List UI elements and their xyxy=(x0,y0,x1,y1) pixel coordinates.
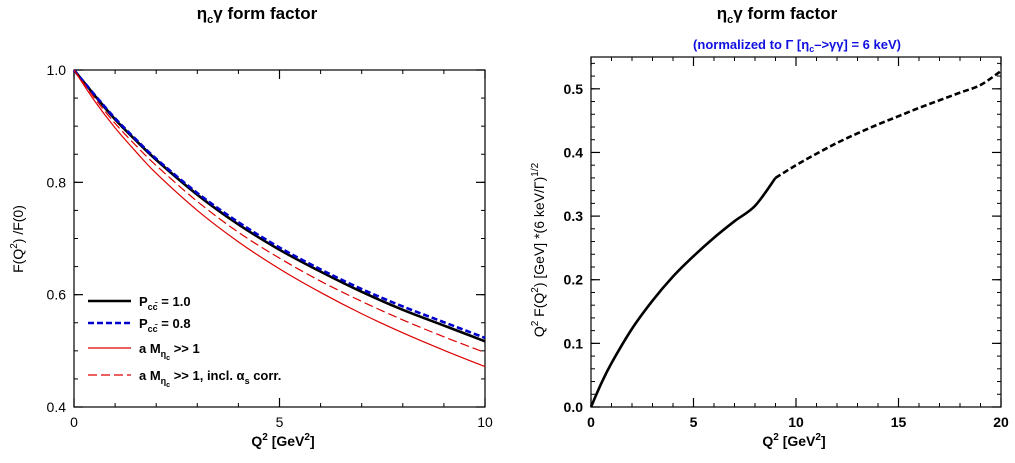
x-tick-label: 0 xyxy=(587,414,595,430)
left-chart: ηcγ form factor 0 5 10 0.4 0.6 0.8 1.0 Q2 [GeV… xyxy=(9,4,493,449)
series-line-1 xyxy=(72,69,486,343)
x-tick-label: 10 xyxy=(477,414,493,430)
left-plot-frame xyxy=(73,69,486,408)
y-tick-label: 0.4 xyxy=(47,399,67,415)
legend-label: Pcc̄ = 0.8 xyxy=(139,316,191,334)
series-line-1 xyxy=(589,177,777,408)
legend-item: a Mηc >> 1 xyxy=(88,341,200,362)
series-line-2 xyxy=(774,69,1002,180)
series-line-4 xyxy=(73,69,486,354)
y-tick-label: 0.0 xyxy=(564,399,584,415)
legend-item: Pcc̄ = 1.0 xyxy=(88,294,191,312)
right-ticks xyxy=(590,57,1002,408)
right-y-axis-label: Q2 F(Q2) [GeV] *(6 keV/Γ)1/2 xyxy=(530,162,547,337)
legend-label: a Mηc >> 1, incl. αs corr. xyxy=(139,368,281,389)
left-chart-title: ηcγ form factor xyxy=(197,4,318,26)
legend-label: a Mηc >> 1 xyxy=(139,341,200,362)
series-line-2 xyxy=(72,69,486,340)
x-tick-label: 5 xyxy=(690,414,698,430)
legend-label: Pcc̄ = 1.0 xyxy=(139,294,191,312)
y-tick-label: 1.0 xyxy=(47,62,67,78)
right-tick-labels: 0 5 10 15 20 0.0 0.1 0.2 0.3 0.4 0.5 xyxy=(564,81,1009,430)
left-tick-labels: 0 5 10 0.4 0.6 0.8 1.0 xyxy=(47,62,493,430)
series-line-3 xyxy=(73,69,486,368)
y-tick-label: 0.2 xyxy=(564,272,584,288)
left-x-axis-label: Q2 [GeV2] xyxy=(251,432,314,449)
y-tick-label: 0.6 xyxy=(47,287,67,303)
left-y-axis-label: F(Q2) /F(0) xyxy=(9,205,26,273)
y-tick-label: 0.5 xyxy=(564,81,584,97)
x-tick-label: 5 xyxy=(276,414,284,430)
y-tick-label: 0.8 xyxy=(47,174,67,190)
y-tick-label: 0.4 xyxy=(564,144,584,160)
left-legend: Pcc̄ = 1.0 Pcc̄ = 0.8 a Mηc >> 1 a Mηc >… xyxy=(88,294,281,389)
right-chart-subtitle: (normalized to Γ [ηc–>γγ] = 6 keV) xyxy=(693,37,901,54)
right-series-group xyxy=(589,69,1002,408)
legend-item: Pcc̄ = 0.8 xyxy=(88,316,191,334)
y-tick-label: 0.3 xyxy=(564,208,584,224)
x-tick-label: 10 xyxy=(788,414,804,430)
right-plot-frame xyxy=(590,56,1002,408)
left-series-group xyxy=(72,69,486,368)
x-tick-label: 15 xyxy=(891,414,907,430)
y-tick-label: 0.1 xyxy=(564,335,584,351)
right-chart: ηcγ form factor (normalized to Γ [ηc–>γγ… xyxy=(530,4,1009,449)
x-tick-label: 20 xyxy=(993,414,1009,430)
x-tick-label: 0 xyxy=(70,414,78,430)
right-chart-title: ηcγ form factor xyxy=(717,4,838,26)
right-x-axis-label: Q2 [GeV2] xyxy=(762,432,825,449)
legend-item: a Mηc >> 1, incl. αs corr. xyxy=(88,368,281,389)
left-ticks xyxy=(73,69,486,408)
